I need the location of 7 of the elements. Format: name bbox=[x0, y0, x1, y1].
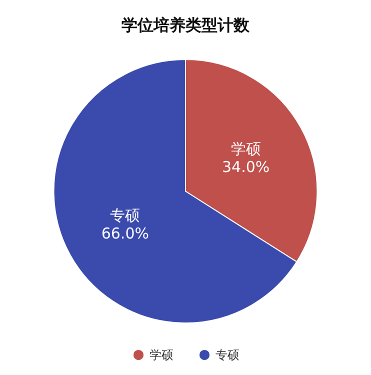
legend-label: 学硕 bbox=[150, 348, 174, 362]
chart-title: 学位培养类型计数 bbox=[122, 16, 250, 34]
slice-label: 学硕 bbox=[230, 140, 261, 158]
legend-label: 专硕 bbox=[216, 348, 240, 362]
slice-label: 专硕 bbox=[110, 206, 140, 224]
data-label: 66.0% bbox=[101, 224, 149, 242]
data-label: 34.0% bbox=[222, 158, 270, 176]
